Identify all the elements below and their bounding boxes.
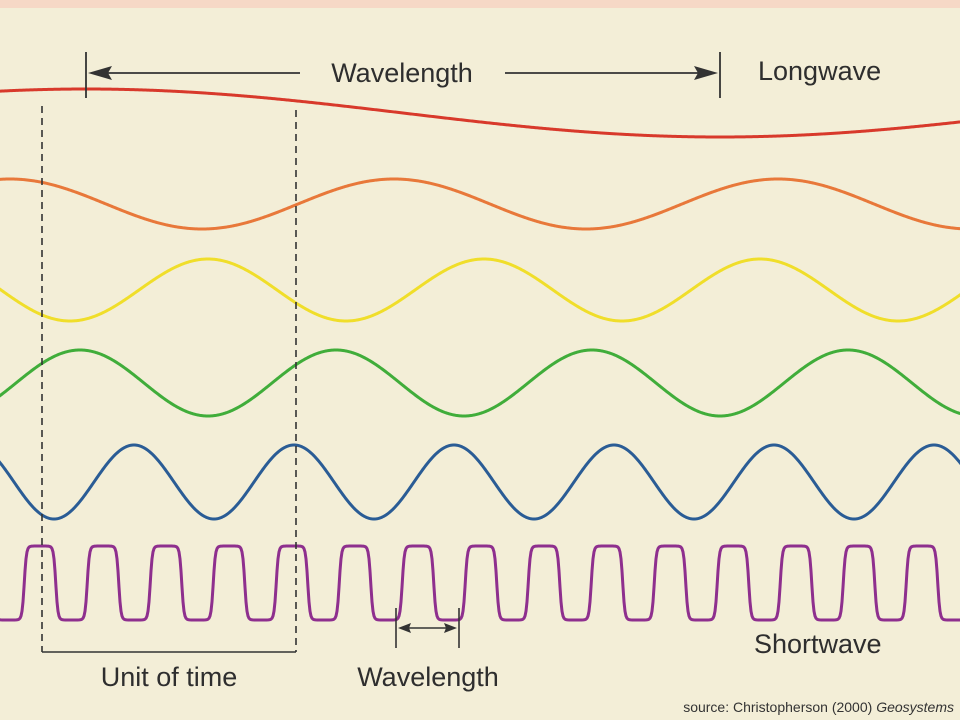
top-wavelength-marker	[85, 52, 721, 98]
green-wave	[0, 348, 960, 418]
unit-of-time-label: Unit of time	[101, 662, 238, 692]
waves-group	[0, 87, 960, 622]
source-title: Geosystems	[876, 699, 954, 715]
top-arrowhead-right	[694, 66, 718, 80]
source-caption: source: Christopherson (2000) Geosystems	[683, 699, 954, 715]
longwave-label: Longwave	[758, 56, 881, 86]
bottom-wavelength-marker	[395, 608, 460, 648]
top-arrowhead-left	[88, 66, 112, 80]
shortwave-label: Shortwave	[754, 629, 882, 659]
yellow-wave	[0, 257, 960, 323]
unit-of-time-frame	[41, 106, 297, 653]
bottom-wavelength-label: Wavelength	[357, 662, 499, 692]
purple-wave	[0, 544, 960, 622]
blue-wave	[0, 443, 960, 521]
bottom-arrowhead-right	[444, 623, 457, 633]
bottom-arrowhead-left	[398, 623, 411, 633]
red-wave	[0, 87, 960, 139]
source-prefix: source: Christopherson (2000)	[683, 699, 876, 715]
top-wavelength-label: Wavelength	[331, 58, 473, 88]
orange-wave	[0, 177, 960, 231]
top-band	[0, 0, 960, 8]
